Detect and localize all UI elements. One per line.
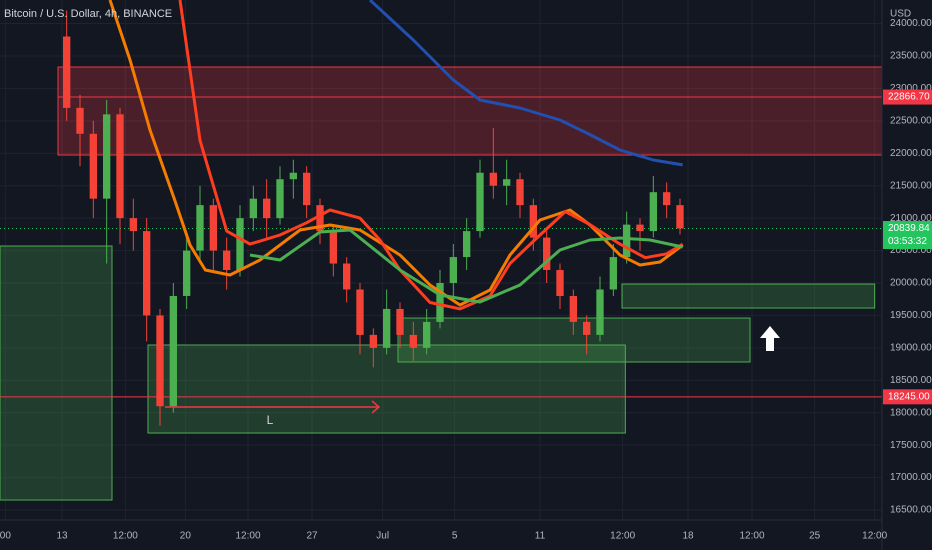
candle-body xyxy=(409,334,417,348)
price-label: 20839.84 xyxy=(888,223,930,234)
candle-body xyxy=(89,133,97,199)
candle-body xyxy=(223,250,231,271)
candle-body xyxy=(636,224,644,232)
price-label-box xyxy=(883,389,932,405)
candle-body xyxy=(263,198,271,219)
zone xyxy=(397,317,751,363)
candle-body xyxy=(303,172,311,206)
y-tick-label: 21000.00 xyxy=(890,213,932,224)
candle-body xyxy=(369,334,377,348)
y-tick-label: 24000.00 xyxy=(890,18,932,29)
candle-body xyxy=(463,231,471,258)
candle-body xyxy=(676,205,684,229)
annotation: L xyxy=(267,413,274,427)
x-tick-label: 12:00 xyxy=(113,531,138,542)
x-tick-label: 12:00 xyxy=(235,531,260,542)
x-tick-label: 13 xyxy=(56,531,68,542)
candle-body xyxy=(649,192,657,232)
candle-body xyxy=(169,295,177,407)
moving-average xyxy=(368,0,683,167)
up-arrow-icon xyxy=(760,326,780,351)
y-tick-label: 22500.00 xyxy=(890,115,932,126)
x-tick-label: 5 xyxy=(452,531,458,542)
candle-body xyxy=(569,295,577,322)
candle-body xyxy=(503,179,511,186)
candle-body xyxy=(516,179,524,206)
y-tick-label: 17000.00 xyxy=(890,472,932,483)
x-tick-label: 18 xyxy=(682,531,694,542)
x-tick-label: 27 xyxy=(306,531,318,542)
candle-body xyxy=(583,321,591,335)
candle-body xyxy=(449,257,457,283)
candle-body xyxy=(529,205,537,238)
moving-average xyxy=(249,228,684,304)
candle-body xyxy=(209,205,217,251)
candle-body xyxy=(383,308,391,348)
moving-average xyxy=(108,0,684,307)
y-tick-label: 21500.00 xyxy=(890,180,932,191)
candle-body xyxy=(556,270,564,296)
candle-body xyxy=(276,179,284,219)
y-tick-label: 22000.00 xyxy=(890,148,932,159)
candle-body xyxy=(129,218,137,232)
y-tick-label: 16500.00 xyxy=(890,505,932,516)
candle-body xyxy=(396,308,404,335)
x-tick-label: Jul xyxy=(376,531,389,542)
candle-body xyxy=(76,107,84,134)
candle-body xyxy=(543,237,551,271)
candle-body xyxy=(663,192,671,206)
y-tick-label: 18500.00 xyxy=(890,375,932,386)
x-tick-label: 12:00 xyxy=(862,531,887,542)
y-tick-label: 23500.00 xyxy=(890,51,932,62)
candle-body xyxy=(316,205,324,232)
candle-body xyxy=(63,36,71,108)
candle-body xyxy=(343,263,351,290)
candle-body xyxy=(423,321,431,348)
y-tick-label: 20000.00 xyxy=(890,278,932,289)
candle-body xyxy=(143,231,151,316)
candle-body xyxy=(356,289,364,335)
candle-body xyxy=(249,198,257,219)
candle-body xyxy=(609,257,617,290)
x-tick-label: 20 xyxy=(180,531,192,542)
candle-body xyxy=(623,224,631,258)
long-arrow-head xyxy=(371,400,381,414)
candle-body xyxy=(116,114,124,219)
y-tick-label: 19500.00 xyxy=(890,310,932,321)
price-label: 22866.70 xyxy=(888,92,930,103)
y-tick-label: 17500.00 xyxy=(890,440,932,451)
y-tick-label: 23000.00 xyxy=(890,83,932,94)
candle-body xyxy=(489,172,497,186)
candle-body xyxy=(596,289,604,335)
x-tick-label: 12:00 xyxy=(739,531,764,542)
zone xyxy=(621,283,876,309)
candle-body xyxy=(183,250,191,296)
candle-body xyxy=(436,282,444,322)
candle-body xyxy=(289,172,297,180)
price-label-box xyxy=(883,221,932,250)
price-label: 18245.00 xyxy=(888,391,930,402)
candle-body xyxy=(476,172,484,232)
x-tick-label: 00 xyxy=(0,531,11,542)
candle-body xyxy=(329,231,337,264)
chart-title: Bitcoin / U.S. Dollar, 4h, BINANCE xyxy=(4,8,172,20)
y-tick-label: 18000.00 xyxy=(890,407,932,418)
y-tick-label: 20500.00 xyxy=(890,245,932,256)
x-tick-label: 25 xyxy=(809,531,821,542)
x-tick-label: 12:00 xyxy=(610,531,635,542)
candle-body xyxy=(103,114,111,199)
price-sublabel: 03:53:32 xyxy=(888,236,927,247)
zone xyxy=(147,344,626,434)
zone xyxy=(0,245,113,501)
candle-body xyxy=(196,205,204,251)
x-tick-label: 11 xyxy=(535,531,546,542)
price-label-box xyxy=(883,89,932,105)
currency: USD xyxy=(890,9,911,20)
candle-body xyxy=(236,218,244,271)
candle-body xyxy=(156,315,164,407)
y-tick-label: 19000.00 xyxy=(890,342,932,353)
zone xyxy=(57,66,883,156)
